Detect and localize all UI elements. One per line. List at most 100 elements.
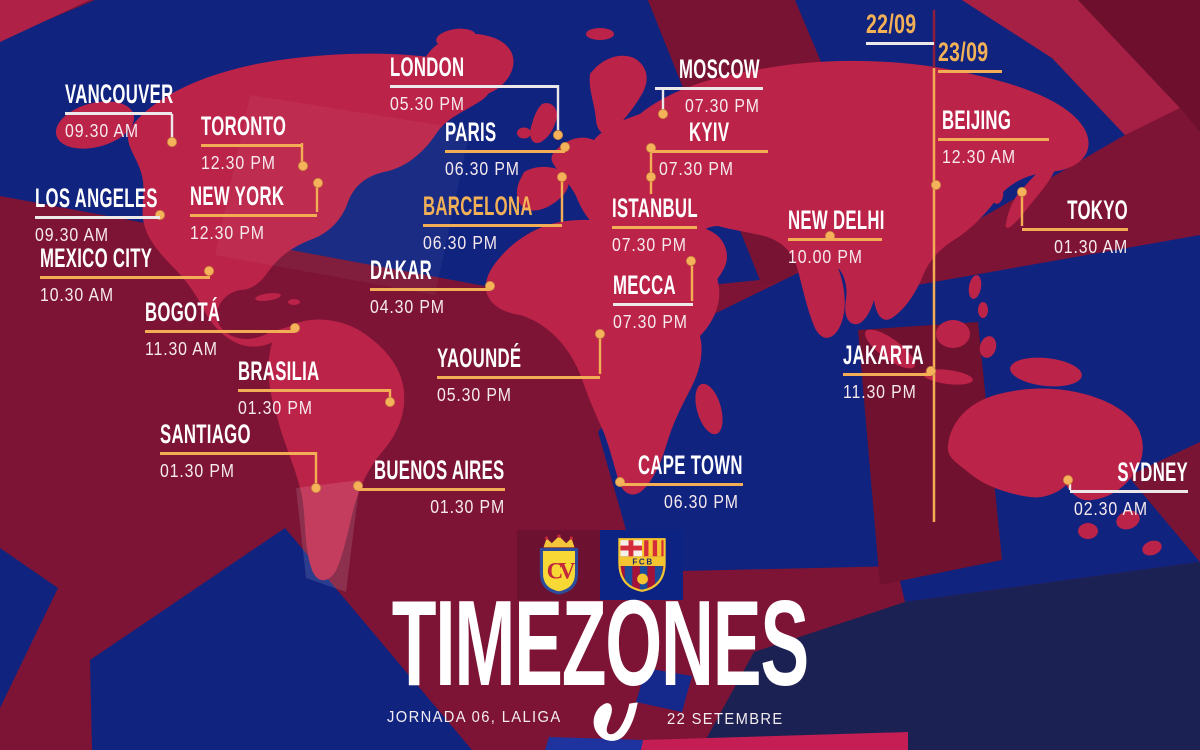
city-name: MEXICO CITY xyxy=(40,243,153,273)
africa xyxy=(485,219,720,495)
philippines-north xyxy=(968,275,982,299)
footer-left-text: JORNADA 06, LALIGA xyxy=(387,709,562,726)
north-america xyxy=(127,53,492,347)
poster-title: TIMEZONES xyxy=(0,575,1200,711)
underline xyxy=(35,216,160,219)
underline xyxy=(390,85,558,88)
dot-barcelona xyxy=(557,171,568,182)
fcb-tile: FCB xyxy=(600,530,683,600)
japan xyxy=(1005,160,1056,228)
dot-moscow xyxy=(658,109,669,120)
australia xyxy=(947,388,1143,501)
city-time: 09.30 AM xyxy=(35,225,109,245)
date-rule xyxy=(938,70,1002,73)
city-time: 10.30 AM xyxy=(40,285,114,305)
city-label-mecca: MECCA 07.30 PM xyxy=(613,270,693,332)
city-label-brasilia: BRASILIA 01.30 PM xyxy=(238,357,390,418)
dot-toronto xyxy=(297,160,308,171)
city-label-buenos-aires: BUENOS AIRES 01.30 PM xyxy=(358,455,505,517)
city-label-cape-town: CAPE TOWN 06.30 PM xyxy=(620,451,743,512)
city-label-toronto: TORONTO 12.30 PM xyxy=(201,111,302,173)
underline xyxy=(651,150,768,153)
date-label: 23/09 xyxy=(938,37,989,67)
underline xyxy=(613,303,693,306)
city-name: MOSCOW xyxy=(679,54,760,84)
city-time: 12.30 PM xyxy=(201,153,276,173)
city-name: DAKAR xyxy=(370,255,432,285)
dot-tokyo xyxy=(1017,186,1028,197)
city-name: YAOUNDÉ xyxy=(437,343,522,373)
korea xyxy=(992,188,1004,204)
underline xyxy=(160,452,316,455)
city-label-dakar: DAKAR 04.30 PM xyxy=(370,255,490,317)
underline xyxy=(612,226,697,229)
city-label-beijing: BEIJING 12.30 AM xyxy=(938,105,1049,167)
new-zealand-north xyxy=(1116,510,1140,530)
city-time: 09.30 AM xyxy=(65,121,139,141)
city-name: VANCOUVER xyxy=(65,79,174,109)
footer-right-text: 22 SETEMBRE xyxy=(667,711,784,728)
city-name: TORONTO xyxy=(201,111,287,141)
city-time: 01.30 PM xyxy=(160,461,235,481)
city-label-kyiv: KYIV 07.30 PM xyxy=(651,118,768,179)
villarreal-tile: CV xyxy=(517,530,600,600)
date-marker-23-09: 23/09 xyxy=(938,37,1002,73)
city-name: SANTIAGO xyxy=(160,419,251,449)
city-label-moscow: MOSCOW 07.30 PM xyxy=(655,54,763,116)
city-name: TOKYO xyxy=(1067,195,1128,225)
city-label-mexico-city: MEXICO CITY 10.30 AM xyxy=(40,243,210,305)
city-time: 07.30 PM xyxy=(613,312,688,332)
city-name: NEW DELHI xyxy=(788,205,885,235)
city-label-tokyo: TOKYO 01.30 AM xyxy=(1022,195,1128,257)
city-label-istanbul: ISTANBUL 07.30 PM xyxy=(612,193,698,255)
underline xyxy=(145,330,295,333)
sumatra xyxy=(865,329,915,369)
city-label-vancouver: VANCOUVER 09.30 AM xyxy=(65,79,174,141)
city-time: 12.30 PM xyxy=(190,223,265,243)
city-name: ISTANBUL xyxy=(612,193,698,223)
greenland xyxy=(419,33,514,100)
fcb-monogram: FCB xyxy=(632,557,653,566)
city-time: 05.30 PM xyxy=(390,94,465,114)
underline xyxy=(437,376,600,379)
underline xyxy=(423,224,562,227)
dot-mexico-city xyxy=(203,265,214,276)
ireland xyxy=(517,127,531,139)
city-name: BOGOTÁ xyxy=(145,297,221,327)
underline xyxy=(358,488,505,491)
city-name: MECCA xyxy=(613,270,676,300)
city-label-yaounde: YAOUNDÉ 05.30 PM xyxy=(437,343,600,405)
city-label-jakarta: JAKARTA 11.30 PM xyxy=(843,340,931,402)
scandinavia xyxy=(589,55,647,134)
dot-sydney xyxy=(1063,474,1074,485)
dot-santiago xyxy=(310,482,321,493)
underline xyxy=(445,150,565,153)
city-time: 11.30 PM xyxy=(843,382,917,402)
city-time: 11.30 AM xyxy=(145,339,218,359)
date-label: 22/09 xyxy=(866,9,917,39)
city-label-paris: PARIS 06.30 PM xyxy=(445,118,565,179)
iberia xyxy=(516,166,569,211)
dot-istanbul xyxy=(646,171,657,182)
city-label-london: LONDON 05.30 PM xyxy=(390,53,558,114)
city-time: 07.30 PM xyxy=(659,159,734,179)
city-time: 07.30 PM xyxy=(685,96,760,116)
city-time: 02.30 AM xyxy=(1074,499,1148,519)
city-name: BUENOS AIRES xyxy=(374,455,505,485)
dot-yaounde xyxy=(595,328,606,339)
poster-title-text: TIMEZONES xyxy=(391,575,809,711)
dot-london xyxy=(553,129,564,140)
villarreal-crest: CV xyxy=(539,534,580,595)
footer-left: JORNADA 06, LALIGA xyxy=(387,710,577,726)
underline xyxy=(655,87,763,90)
continents xyxy=(55,28,1162,581)
svalbard xyxy=(586,28,614,40)
city-name: JAKARTA xyxy=(843,340,924,370)
dot-paris xyxy=(560,141,571,152)
city-label-bogota: BOGOTÁ 11.30 AM xyxy=(145,297,295,359)
city-name: NEW YORK xyxy=(190,181,285,211)
city-name: BEIJING xyxy=(942,105,1012,135)
hispaniola xyxy=(288,299,300,305)
city-time: 06.30 PM xyxy=(423,233,498,253)
